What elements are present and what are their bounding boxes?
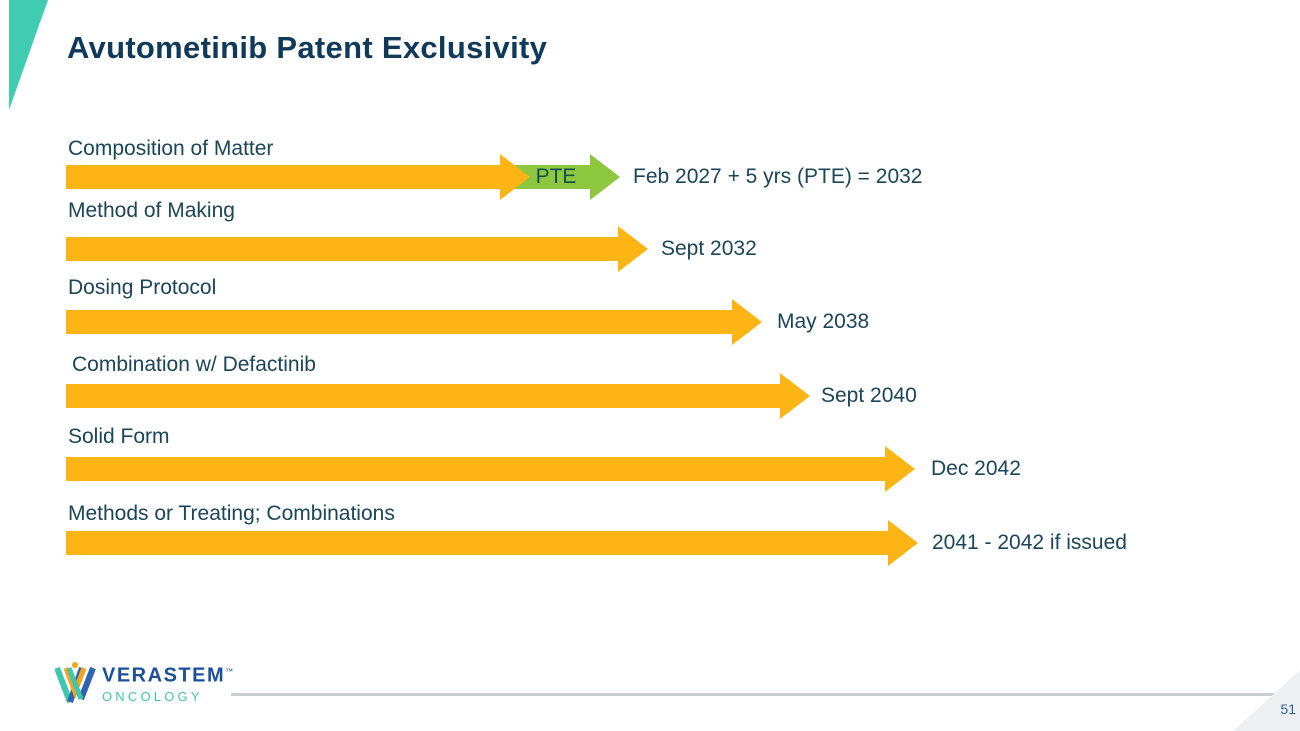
annotation-combination-w-defactinib: Sept 2040	[821, 384, 917, 407]
patent-arrow-body	[66, 165, 500, 189]
patent-arrow-body	[66, 237, 618, 261]
page-number: 51	[1280, 701, 1296, 717]
patent-arrow-head-icon	[885, 446, 915, 492]
corner-wedge	[1233, 670, 1300, 731]
patent-arrow-body	[66, 310, 732, 334]
row-label-combination-w-defactinib: Combination w/ Defactinib	[72, 353, 316, 376]
patent-arrow-head-icon	[618, 226, 648, 272]
patent-arrow-body	[66, 457, 885, 481]
verastem-logo-icon	[55, 662, 96, 704]
patent-arrow-head-icon	[888, 520, 918, 566]
annotation-method-of-making: Sept 2032	[661, 237, 757, 260]
footer-divider-line	[231, 693, 1291, 696]
logo-trademark: ™	[225, 667, 235, 676]
row-label-solid-form: Solid Form	[68, 425, 170, 448]
logo-subtitle: ONCOLOGY	[102, 688, 203, 704]
patent-arrow-head-icon	[732, 299, 762, 345]
row-label-methods-or-treating: Methods or Treating; Combinations	[68, 502, 395, 525]
patent-arrow-body	[66, 384, 780, 408]
pte-badge: PTE	[535, 165, 577, 188]
verastem-logo: VERASTEM™ ONCOLOGY	[55, 659, 235, 705]
row-label-composition-of-matter: Composition of Matter	[68, 137, 274, 160]
patent-arrow-body	[66, 531, 888, 555]
verastem-logo-text: VERASTEM™ ONCOLOGY	[102, 659, 235, 705]
logo-name: VERASTEM™	[102, 662, 235, 686]
row-label-dosing-protocol: Dosing Protocol	[68, 276, 217, 299]
patent-arrow-head-icon	[780, 373, 810, 419]
annotation-methods-or-treating: 2041 - 2042 if issued	[932, 531, 1127, 554]
patent-arrow-head-icon	[500, 154, 530, 200]
corner-accent-triangle	[9, 0, 48, 110]
row-label-method-of-making: Method of Making	[68, 199, 235, 222]
logo-name-text: VERASTEM	[102, 664, 226, 687]
annotation-dosing-protocol: May 2038	[777, 310, 870, 333]
annotation-composition-of-matter: Feb 2027 + 5 yrs (PTE) = 2032	[633, 165, 923, 188]
annotation-solid-form: Dec 2042	[931, 457, 1021, 480]
page-title: Avutometinib Patent Exclusivity	[67, 30, 548, 65]
pte-arrow-head-icon	[590, 154, 620, 200]
